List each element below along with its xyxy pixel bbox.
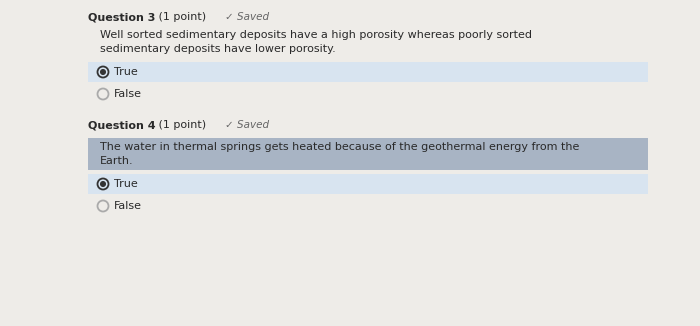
Circle shape bbox=[101, 182, 105, 186]
Text: True: True bbox=[114, 179, 138, 189]
Text: ✓ Saved: ✓ Saved bbox=[225, 120, 269, 130]
Text: False: False bbox=[114, 201, 142, 211]
Text: The water in thermal springs gets heated because of the geothermal energy from t: The water in thermal springs gets heated… bbox=[100, 142, 580, 152]
Text: sedimentary deposits have lower porosity.: sedimentary deposits have lower porosity… bbox=[100, 44, 336, 54]
Text: True: True bbox=[114, 67, 138, 77]
Text: Earth.: Earth. bbox=[100, 156, 134, 166]
FancyBboxPatch shape bbox=[88, 62, 648, 82]
Text: (1 point): (1 point) bbox=[155, 120, 206, 130]
Text: Question 3: Question 3 bbox=[88, 12, 155, 22]
Text: Question 4: Question 4 bbox=[88, 120, 155, 130]
Text: Well sorted sedimentary deposits have a high porosity whereas poorly sorted: Well sorted sedimentary deposits have a … bbox=[100, 30, 532, 40]
Text: ✓ Saved: ✓ Saved bbox=[225, 12, 269, 22]
Text: (1 point): (1 point) bbox=[155, 12, 206, 22]
Text: False: False bbox=[114, 89, 142, 99]
FancyBboxPatch shape bbox=[88, 138, 648, 170]
FancyBboxPatch shape bbox=[88, 174, 648, 194]
Circle shape bbox=[101, 70, 105, 74]
